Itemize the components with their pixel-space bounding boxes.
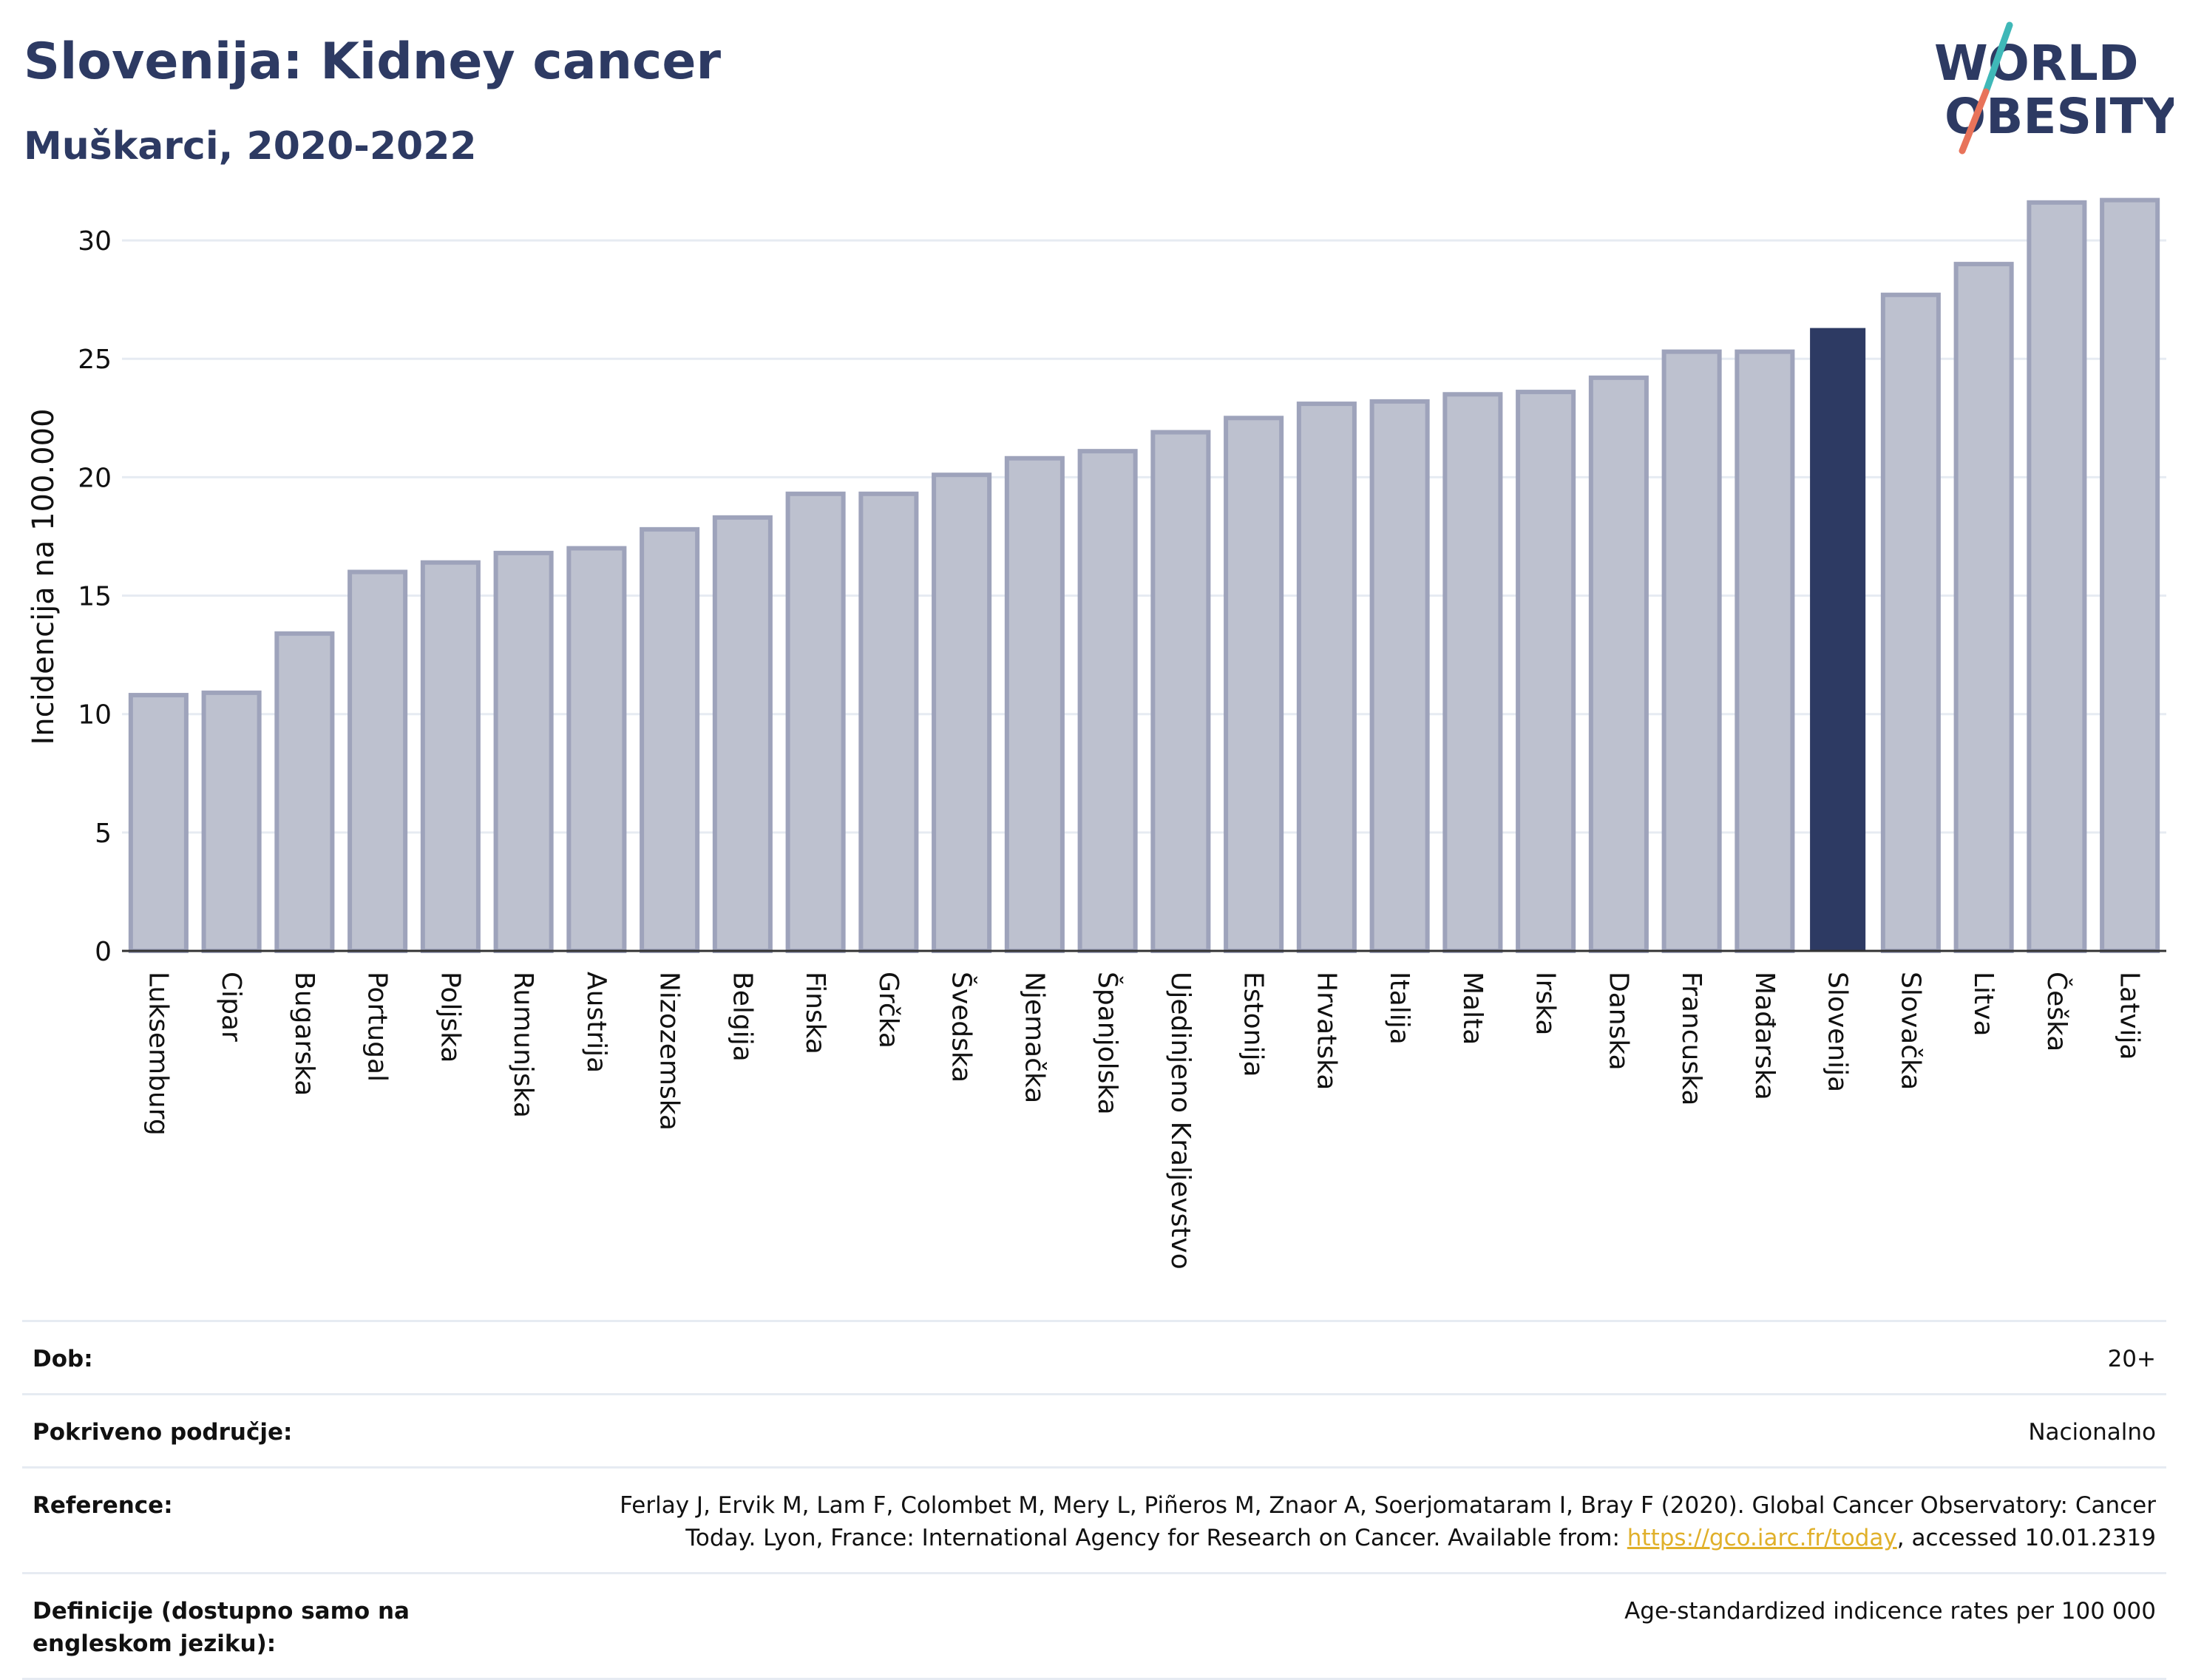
bar-chart: 0 5 10 15 20 25 30 Luksemburg Cipar Bugarska Portu… — [27, 197, 2166, 1270]
info-row-coverage: Pokriveno područje: Nacionalno — [22, 1393, 2166, 1468]
bar-latvija — [2100, 197, 2160, 953]
bar-estonija — [1224, 416, 1284, 953]
x-tick-label-irska: Irska — [1530, 972, 1561, 1035]
x-tick-label-estonija: Estonija — [1238, 972, 1269, 1077]
x-tick-label-nizozemska: Nizozemska — [654, 972, 685, 1131]
bar-cipar — [201, 690, 262, 953]
info-table: Dob: 20+ Pokriveno područje: Nacionalno … — [22, 1320, 2166, 1680]
bar-luksemburg — [128, 693, 189, 953]
x-tick-label-ma-arska: Mađarska — [1749, 972, 1780, 1100]
y-tick-label-15: 15 — [78, 582, 112, 612]
info-key-reference: Reference: — [22, 1466, 546, 1574]
bar-irska — [1516, 390, 1576, 953]
bar-italija — [1369, 399, 1430, 953]
bar-malta — [1442, 392, 1503, 953]
info-row-definitions: Definicije (dostupno samo na engleskom j… — [22, 1572, 2166, 1680]
bar-litva — [1953, 262, 2014, 954]
bar-njemacka — [1004, 455, 1065, 953]
bar-ma-arska — [1735, 349, 1795, 954]
x-tick-label-poljska: Poljska — [435, 972, 465, 1063]
x-tick-label-belgija: Belgija — [727, 972, 757, 1062]
info-key-coverage: Pokriveno područje: — [22, 1393, 546, 1468]
x-tick-label-bugarska: Bugarska — [289, 972, 319, 1096]
x-tick-label-italija: Italija — [1384, 972, 1414, 1045]
x-tick-label-spanjolska: Španjolska — [1092, 972, 1123, 1115]
bar-spanjolska — [1077, 449, 1138, 953]
x-tick-label-portugal: Portugal — [362, 972, 393, 1082]
info-value-reference: Ferlay J, Ervik M, Lam F, Colombet M, Me… — [546, 1466, 2166, 1574]
bar-slovacka — [1880, 292, 1941, 953]
info-value-coverage: Nacionalno — [546, 1393, 2166, 1468]
x-tick-label-grcka: Grčka — [873, 972, 903, 1049]
x-tick-label-finska: Finska — [800, 972, 830, 1054]
x-tick-label-danska: Danska — [1603, 972, 1633, 1071]
bar-ceska — [2027, 200, 2087, 953]
bar-hrvatska — [1296, 402, 1357, 953]
bar-svedska — [932, 472, 992, 953]
info-value-age: 20+ — [546, 1320, 2166, 1395]
logo-slash-teal — [1982, 21, 2013, 95]
info-row-reference: Reference: Ferlay J, Ervik M, Lam F, Col… — [22, 1466, 2166, 1574]
x-tick-label-hrvatska: Hrvatska — [1311, 972, 1341, 1090]
x-tick-label-njemacka: Njemačka — [1019, 972, 1049, 1103]
x-tick-label-slovenija: Slovenija — [1822, 972, 1853, 1092]
bar-rumunjska — [493, 550, 554, 953]
x-tick-label-cipar: Cipar — [216, 972, 246, 1042]
bar-portugal — [347, 569, 408, 953]
x-tick-label-slovacka: Slovačka — [1895, 972, 1925, 1090]
info-row-age: Dob: 20+ — [22, 1320, 2166, 1395]
y-tick-label-20: 20 — [78, 463, 112, 493]
logo-slash-red — [1959, 88, 1990, 155]
x-tick-label-luksemburg: Luksemburg — [143, 972, 173, 1136]
x-tick-label-rumunjska: Rumunjska — [508, 972, 538, 1118]
y-axis-label: Incidencija na 100.000 — [27, 408, 61, 745]
bar-ujedinjeno-kraljevstvo — [1150, 430, 1211, 953]
bar-danska — [1588, 375, 1649, 953]
bar-nizozemska — [640, 526, 700, 953]
x-tick-label-latvija: Latvija — [2115, 972, 2145, 1060]
y-tick-label-0: 0 — [95, 937, 112, 967]
axis-layer: 0 5 10 15 20 25 30 Luksemburg Cipar Bugarska Portu… — [78, 226, 2166, 1270]
bar-austrija — [566, 546, 627, 953]
reference-link[interactable]: https://gco.iarc.fr/today — [1627, 1525, 1897, 1551]
y-tick-label-25: 25 — [78, 345, 112, 375]
chart-title: Slovenija: Kidney cancer — [24, 33, 722, 91]
y-tick-label-10: 10 — [78, 700, 112, 731]
bar-francuska — [1661, 349, 1722, 954]
reference-accessed: , accessed 10.01.2319 — [1896, 1525, 2156, 1551]
bar-grcka — [858, 491, 919, 953]
bar-slovenija — [1810, 328, 1866, 951]
bars-layer — [128, 197, 2160, 954]
world-obesity-logo: WORLD OBESITY — [1934, 21, 2174, 155]
y-tick-label-30: 30 — [78, 226, 112, 257]
x-tick-label-svedska: Švedska — [946, 972, 977, 1083]
logo-text-world: WORLD — [1934, 35, 2139, 92]
reference-text: Ferlay J, Ervik M, Lam F, Colombet M, Me… — [620, 1492, 2156, 1551]
x-tick-label-austrija: Austrija — [581, 972, 611, 1073]
x-tick-label-malta: Malta — [1457, 972, 1488, 1045]
y-tick-label-5: 5 — [95, 819, 112, 849]
x-tick-label-ceska: Češka — [2041, 972, 2072, 1051]
bar-poljska — [420, 560, 481, 953]
info-key-age: Dob: — [22, 1320, 546, 1395]
x-tick-label-litva: Litva — [1968, 972, 1998, 1037]
info-key-definitions: Definicije (dostupno samo na engleskom j… — [22, 1572, 546, 1680]
chart-subtitle: Muškarci, 2020-2022 — [24, 124, 477, 169]
bar-bugarska — [274, 631, 335, 954]
info-value-definitions: Age-standardized indicence rates per 100… — [546, 1572, 2166, 1680]
bar-finska — [785, 491, 846, 953]
x-tick-label-ujedinjeno-kraljevstvo: Ujedinjeno Kraljevstvo — [1165, 972, 1196, 1270]
bar-belgija — [712, 515, 773, 953]
x-tick-label-francuska: Francuska — [1676, 972, 1706, 1105]
